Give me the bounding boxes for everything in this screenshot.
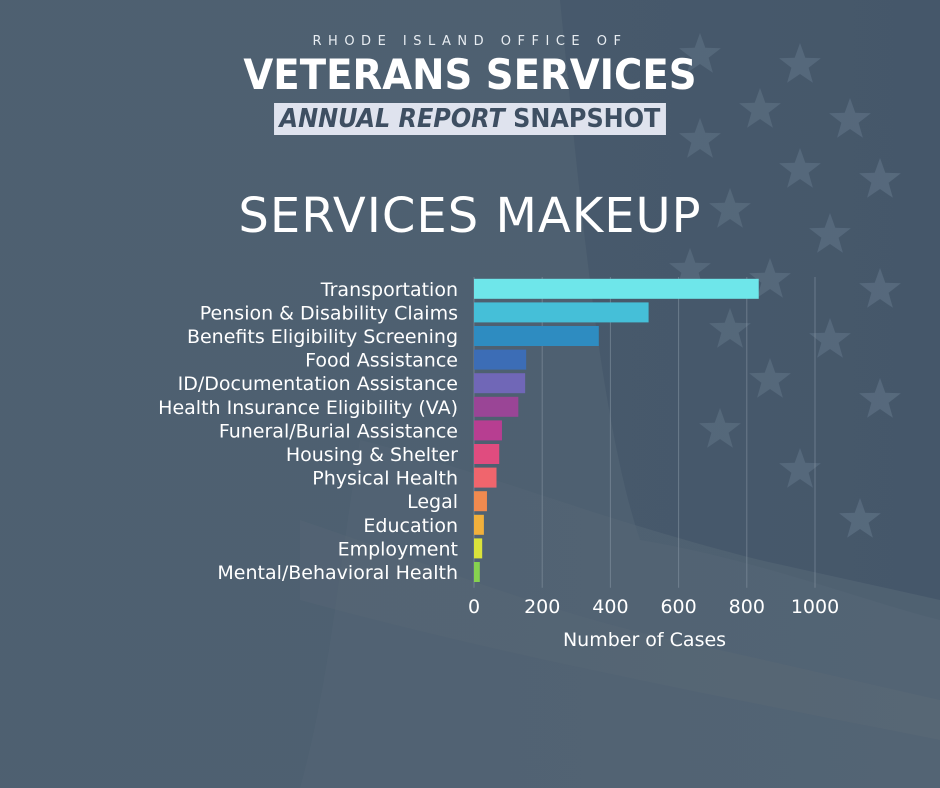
report-title: VETERANS SERVICES	[243, 50, 697, 99]
category-label: ID/Documentation Assistance	[178, 373, 458, 395]
category-label: Legal	[407, 491, 458, 513]
bar	[474, 278, 759, 299]
x-tick-label: 0	[468, 596, 480, 618]
category-label: Health Insurance Eligibility (VA)	[158, 397, 458, 419]
x-tick-label: 400	[592, 596, 628, 618]
bar	[474, 491, 487, 512]
bar	[474, 562, 480, 582]
category-label: Education	[363, 515, 458, 537]
category-label: Mental/Behavioral Health	[217, 562, 458, 584]
bar	[474, 373, 526, 394]
x-tick-label: 800	[729, 596, 765, 618]
x-tick-label: 600	[660, 596, 696, 618]
category-label: Transportation	[320, 279, 458, 301]
chart-title: SERVICES MAKEUP	[238, 188, 702, 244]
report-header: RHODE ISLAND OFFICE OF VETERANS SERVICES…	[0, 34, 940, 135]
bar	[474, 538, 483, 559]
category-label: Physical Health	[312, 468, 458, 490]
bar	[474, 420, 502, 441]
subtitle-italic: ANNUAL REPORT	[279, 104, 505, 134]
bar	[474, 396, 519, 417]
bar	[474, 467, 497, 488]
category-label: Pension & Disability Claims	[200, 302, 458, 324]
x-tick-label: 1000	[791, 596, 839, 618]
category-label: Housing & Shelter	[286, 444, 458, 466]
bar	[474, 302, 649, 323]
office-name: RHODE ISLAND OFFICE OF	[312, 34, 628, 49]
category-label: Employment	[338, 538, 458, 560]
x-tick-label: 200	[524, 596, 560, 618]
bar	[474, 514, 484, 535]
subtitle-rest: SNAPSHOT	[513, 104, 661, 134]
category-label: Funeral/Burial Assistance	[219, 420, 458, 442]
bar	[474, 349, 527, 370]
bar	[474, 326, 599, 346]
category-label: Benefits Eligibility Screening	[187, 326, 458, 348]
bar	[474, 444, 500, 464]
category-label: Food Assistance	[305, 350, 458, 372]
report-subtitle: ANNUAL REPORT SNAPSHOT	[274, 103, 666, 135]
x-axis-label: Number of Cases	[563, 629, 726, 651]
